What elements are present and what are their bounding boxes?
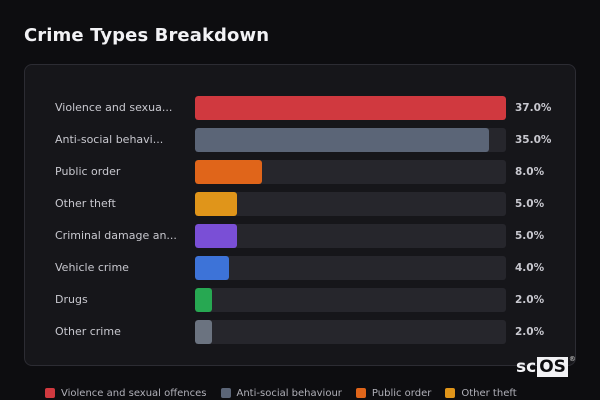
legend-label: Anti-social behaviour xyxy=(236,387,342,399)
bar-track xyxy=(195,160,506,184)
chart-title: Crime Types Breakdown xyxy=(24,25,270,46)
bar-label: Anti-social behavi... xyxy=(55,133,164,146)
bar-label: Vehicle crime xyxy=(55,261,129,274)
bar-value: 2.0% xyxy=(515,326,545,338)
bar-track xyxy=(195,96,506,120)
bar-label: Drugs xyxy=(55,293,88,306)
bar-track xyxy=(195,224,506,248)
bar-label: Criminal damage an... xyxy=(55,229,177,242)
logo-boxed-text: OS xyxy=(537,357,568,377)
bar-label: Violence and sexua... xyxy=(55,101,173,114)
bar-track xyxy=(195,128,506,152)
legend-label: Public order xyxy=(371,387,432,399)
chart-card: Violence and sexua... 37.0% Anti-social … xyxy=(24,64,576,366)
bar-row[interactable]: Other crime 2.0% xyxy=(25,320,575,344)
bar-row[interactable]: Other theft 5.0% xyxy=(25,192,575,216)
bar-value: 5.0% xyxy=(515,198,545,210)
bar-track xyxy=(195,192,506,216)
bar-fill xyxy=(195,224,237,248)
legend-item[interactable]: Public order xyxy=(355,387,432,399)
legend-swatch-icon xyxy=(445,388,456,398)
bar-value: 4.0% xyxy=(515,262,545,274)
bar-row[interactable]: Drugs 2.0% xyxy=(25,288,575,312)
legend-item[interactable]: Other theft xyxy=(445,387,517,399)
bar-fill xyxy=(195,128,490,152)
bar-track xyxy=(195,256,506,280)
bar-row[interactable]: Vehicle crime 4.0% xyxy=(25,256,575,280)
bar-label: Public order xyxy=(55,165,121,178)
bar-value: 37.0% xyxy=(515,102,552,114)
chart-legend: Violence and sexual offences Anti-social… xyxy=(45,386,531,400)
bar-value: 5.0% xyxy=(515,230,545,242)
legend-label: Violence and sexual offences xyxy=(61,387,207,399)
bar-label: Other theft xyxy=(55,197,116,210)
bar-row[interactable]: Criminal damage an... 5.0% xyxy=(25,224,575,248)
bar-track xyxy=(195,320,506,344)
brand-logo: sc OS ® xyxy=(516,355,576,377)
legend-swatch-icon xyxy=(45,388,55,398)
bar-value: 2.0% xyxy=(515,294,545,306)
legend-swatch-icon xyxy=(220,388,231,398)
bar-fill xyxy=(195,192,237,216)
legend-label: Other theft xyxy=(461,387,517,399)
bar-fill xyxy=(195,96,506,120)
bar-row[interactable]: Anti-social behavi... 35.0% xyxy=(25,128,575,152)
registered-mark-icon: ® xyxy=(568,355,576,363)
bar-row[interactable]: Violence and sexua... 37.0% xyxy=(25,96,575,120)
bar-value: 35.0% xyxy=(515,134,552,146)
legend-swatch-icon xyxy=(355,388,366,398)
bar-fill xyxy=(195,256,229,280)
bar-label: Other crime xyxy=(55,325,121,338)
bar-track xyxy=(195,288,506,312)
bar-fill xyxy=(195,288,212,312)
bar-value: 8.0% xyxy=(515,166,545,178)
legend-item[interactable]: Anti-social behaviour xyxy=(220,387,342,399)
bar-fill xyxy=(195,160,263,184)
logo-prefix: sc xyxy=(516,357,537,377)
bar-fill xyxy=(195,320,212,344)
bar-row[interactable]: Public order 8.0% xyxy=(25,160,575,184)
legend-item[interactable]: Violence and sexual offences xyxy=(45,388,207,399)
